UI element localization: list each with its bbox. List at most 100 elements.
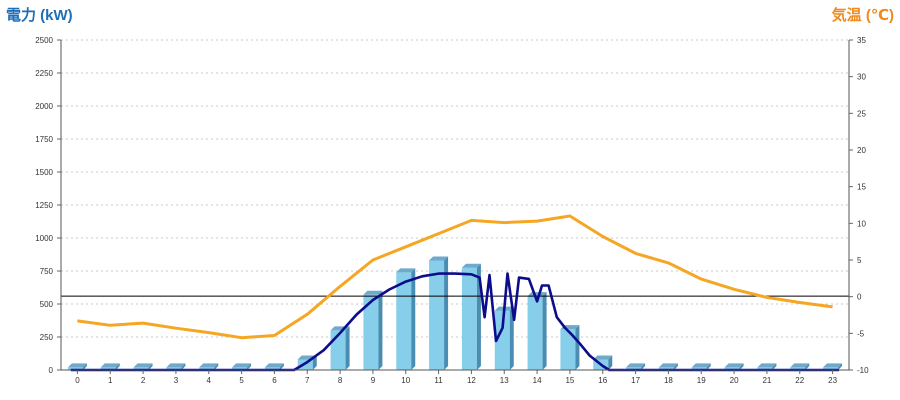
bar-side	[115, 363, 120, 370]
bar-front	[396, 272, 412, 370]
right-tick-label: 20	[857, 146, 866, 155]
x-tick-label: 21	[762, 376, 771, 385]
x-tick-label: 7	[305, 376, 310, 385]
power-polyline	[70, 272, 840, 372]
bar-side	[279, 363, 284, 370]
bar-top	[823, 363, 843, 368]
bar-front	[790, 367, 806, 370]
left-tick-label: 2250	[35, 69, 53, 78]
bar	[429, 256, 449, 370]
bar-top	[396, 268, 416, 273]
left-axis-title: 電力 (kW)	[6, 6, 73, 24]
bar	[593, 355, 613, 370]
right-tick-label: 30	[857, 73, 866, 82]
bar	[790, 363, 810, 370]
x-tick-label: 17	[631, 376, 640, 385]
bar	[691, 363, 711, 370]
x-tick-label: 9	[371, 376, 376, 385]
temperature-polyline	[77, 214, 833, 340]
x-tick-label: 20	[730, 376, 739, 385]
right-tick-label: 0	[857, 293, 862, 302]
bar	[461, 263, 481, 370]
bar-top	[232, 363, 252, 368]
bar-top	[100, 363, 120, 368]
bar	[264, 363, 284, 370]
bar-top	[429, 256, 449, 261]
right-tick-label: 5	[857, 256, 862, 265]
bar-side	[838, 363, 843, 370]
x-tick-label: 8	[338, 376, 343, 385]
bar	[133, 363, 153, 370]
x-tick-label: 14	[533, 376, 542, 385]
right-axis-title: 気温 (℃)	[832, 6, 894, 24]
bar	[527, 292, 547, 370]
left-tick-label: 0	[49, 366, 54, 375]
left-tick-label: 250	[40, 333, 54, 342]
bar-front	[560, 329, 576, 370]
bar-side	[378, 290, 383, 370]
bar-top	[461, 263, 481, 268]
x-tick-label: 1	[108, 376, 113, 385]
bar-front	[527, 296, 543, 370]
bar-top	[658, 363, 678, 368]
right-tick-label: 35	[857, 36, 866, 45]
bar-side	[181, 363, 186, 370]
bar-side	[608, 355, 613, 370]
bar	[232, 363, 252, 370]
bar-front	[100, 367, 116, 370]
bar	[658, 363, 678, 370]
bar-side	[345, 326, 350, 370]
bar	[560, 325, 580, 370]
bar-top	[593, 355, 613, 360]
bar-front	[461, 267, 477, 370]
x-tick-label: 10	[401, 376, 410, 385]
bar-top	[757, 363, 777, 368]
bar-front	[166, 367, 182, 370]
tick-labels: 02505007501000125015001750200022502500-1…	[35, 36, 869, 385]
left-tick-label: 750	[40, 267, 54, 276]
bar-top	[790, 363, 810, 368]
x-tick-label: 12	[467, 376, 476, 385]
left-tick-label: 1500	[35, 168, 53, 177]
bar	[67, 363, 87, 370]
x-tick-label: 13	[500, 376, 509, 385]
bar	[724, 363, 744, 370]
bar-side	[739, 363, 744, 370]
bar-side	[148, 363, 153, 370]
bar-front	[658, 367, 674, 370]
bar-side	[805, 363, 810, 370]
bar-front	[232, 367, 248, 370]
x-tick-label: 0	[75, 376, 80, 385]
bar	[363, 290, 383, 370]
bar	[757, 363, 777, 370]
x-tick-label: 16	[598, 376, 607, 385]
gridlines	[61, 39, 849, 338]
left-tick-label: 2000	[35, 102, 53, 111]
right-tick-label: -5	[857, 329, 865, 338]
bar-side	[312, 355, 317, 370]
power-curve	[70, 272, 840, 372]
bar-side	[641, 363, 646, 370]
bar-side	[575, 325, 580, 370]
bar-side	[772, 363, 777, 370]
right-tick-label: -10	[857, 366, 869, 375]
bar-front	[363, 294, 379, 370]
bar-side	[673, 363, 678, 370]
bar-front	[199, 367, 215, 370]
bar-top	[67, 363, 87, 368]
x-tick-label: 2	[141, 376, 146, 385]
bar-top	[264, 363, 284, 368]
x-tick-label: 15	[565, 376, 574, 385]
bar-side	[247, 363, 252, 370]
bar-top	[363, 290, 383, 295]
x-tick-label: 18	[664, 376, 673, 385]
bar-front	[724, 367, 740, 370]
bar-top	[724, 363, 744, 368]
bar	[100, 363, 120, 370]
left-tick-label: 1000	[35, 234, 53, 243]
bar-front	[264, 367, 280, 370]
x-tick-label: 3	[174, 376, 179, 385]
bar-top	[199, 363, 219, 368]
bar	[494, 306, 514, 370]
